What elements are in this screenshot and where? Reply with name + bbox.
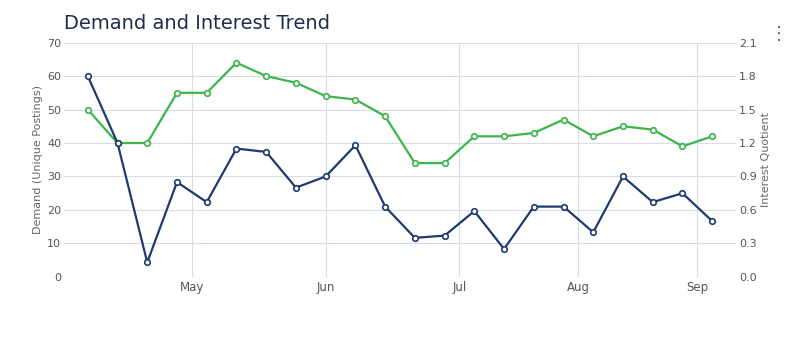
Legend: Demand, Demand (Previous year), Interest Quotient, Interest Quotient (Previous y: Demand, Demand (Previous year), Interest… [84,352,662,355]
Text: Demand and Interest Trend: Demand and Interest Trend [64,14,330,33]
Y-axis label: Interest Quotient: Interest Quotient [761,112,770,207]
Text: ⋮: ⋮ [770,25,788,43]
Y-axis label: Demand (Unique Postings): Demand (Unique Postings) [33,85,43,234]
